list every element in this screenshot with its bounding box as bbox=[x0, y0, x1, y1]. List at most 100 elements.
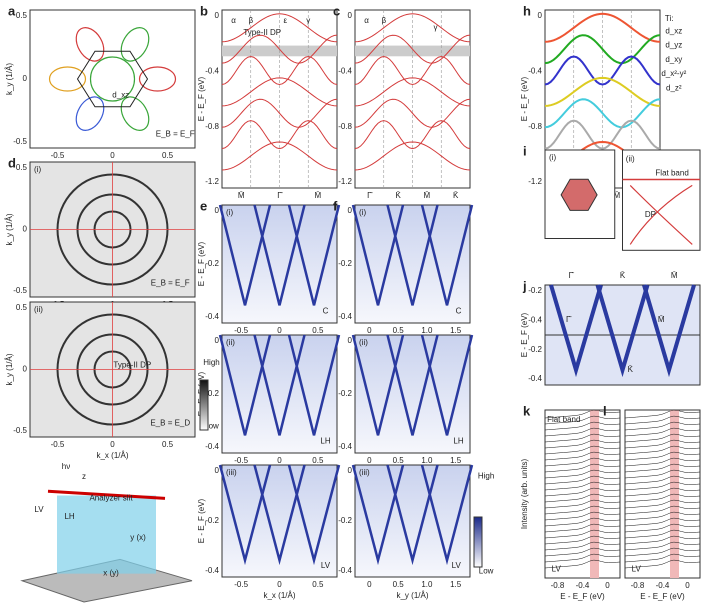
panel-letter: b bbox=[200, 3, 208, 18]
y-tick-label: 0 bbox=[215, 206, 220, 215]
x-tick-label: 1.5 bbox=[450, 456, 462, 465]
y-tick-label: 0 bbox=[348, 336, 353, 345]
x-axis-label: k_x (1/Å) bbox=[96, 451, 128, 460]
x-tick-label: -0.5 bbox=[51, 151, 65, 160]
y-tick-label: -0.2 bbox=[528, 286, 542, 295]
x-tick-label: 1.0 bbox=[421, 580, 433, 589]
annotation: y (x) bbox=[130, 533, 146, 542]
y-tick-label: 0 bbox=[23, 225, 28, 234]
panel-sublabel: (i) bbox=[359, 208, 366, 217]
y-axis-label: k_y (1/Å) bbox=[5, 213, 14, 245]
annotation: Flat band bbox=[547, 415, 580, 424]
panel-sublabel: (i) bbox=[549, 153, 556, 162]
y-tick-label: -1.2 bbox=[338, 177, 352, 186]
annotation: β bbox=[381, 16, 386, 25]
x-tick-label: M̄ bbox=[314, 191, 321, 200]
x-tick-label: 0 bbox=[685, 581, 690, 590]
x-axis-label: E - E_F (eV) bbox=[640, 592, 685, 601]
x-tick-label: 1.5 bbox=[450, 326, 462, 335]
x-tick-label: Γ̄ bbox=[277, 191, 283, 200]
panel-image bbox=[355, 10, 470, 188]
y-tick-label: -0.4 bbox=[528, 315, 542, 324]
annotation: z bbox=[82, 472, 86, 481]
x-tick-label: -0.5 bbox=[234, 580, 248, 589]
colorbar bbox=[474, 517, 482, 567]
y-tick-label: -0.4 bbox=[338, 566, 352, 575]
panel-image bbox=[220, 205, 339, 323]
annotation: d_xz bbox=[665, 26, 682, 35]
colorbar bbox=[200, 380, 208, 430]
panel-letter: f bbox=[333, 198, 338, 213]
annotation: LH bbox=[64, 512, 74, 521]
annotation: d_yz bbox=[665, 41, 682, 50]
x-tick-label: M̄ bbox=[238, 191, 245, 200]
panel-letter: j bbox=[522, 278, 527, 293]
x-tick-label: 0.5 bbox=[312, 456, 324, 465]
x-tick-label: 0 bbox=[605, 581, 610, 590]
annotation: High bbox=[203, 358, 219, 367]
annotation: γ bbox=[434, 23, 438, 32]
x-axis-label: k_y (1/Å) bbox=[396, 591, 428, 600]
y-tick-label: -0.2 bbox=[205, 516, 219, 525]
x-tick-label: 0 bbox=[367, 580, 372, 589]
x-tick-label: 0.5 bbox=[393, 580, 405, 589]
annotation: E_B = E_F bbox=[156, 129, 195, 138]
y-axis-label: k_y (1/Å) bbox=[5, 63, 14, 95]
y-tick-label: 0 bbox=[23, 365, 28, 374]
x-tick-label: K̄ bbox=[620, 271, 626, 280]
panel-image bbox=[545, 285, 700, 385]
y-tick-label: -0.5 bbox=[13, 137, 27, 146]
panel-sublabel: (ii) bbox=[226, 338, 235, 347]
y-axis-label: k_y (1/Å) bbox=[5, 353, 14, 385]
panel-image bbox=[545, 150, 700, 250]
y-tick-label: -0.4 bbox=[205, 566, 219, 575]
annotation: d_xz bbox=[112, 91, 129, 100]
x-tick-label: 0 bbox=[277, 456, 282, 465]
annotation: (ii) bbox=[626, 155, 635, 164]
x-tick-label: M̄ bbox=[671, 271, 678, 280]
panel-image bbox=[625, 410, 700, 578]
panel-letter: k bbox=[523, 403, 531, 418]
x-tick-label: 0 bbox=[277, 580, 282, 589]
panel-letter: e bbox=[200, 198, 207, 213]
annotation: K̄ bbox=[628, 365, 634, 374]
x-tick-label: M̄ bbox=[424, 191, 431, 200]
annotation: LV bbox=[34, 505, 44, 514]
y-tick-label: 0 bbox=[215, 11, 220, 20]
panel-letter: a bbox=[8, 3, 16, 18]
x-tick-label: -0.8 bbox=[551, 581, 565, 590]
panel-image bbox=[22, 491, 192, 602]
x-tick-label: 0.5 bbox=[312, 326, 324, 335]
y-tick-label: -0.2 bbox=[338, 516, 352, 525]
annotation: hν bbox=[62, 462, 70, 471]
x-tick-label: K̄ bbox=[453, 191, 459, 200]
x-tick-label: 0.5 bbox=[312, 580, 324, 589]
x-axis-label: k_x (1/Å) bbox=[263, 591, 295, 600]
y-tick-label: -0.4 bbox=[338, 312, 352, 321]
annotation: β bbox=[248, 16, 253, 25]
x-tick-label: Γ̄ bbox=[569, 271, 575, 280]
annotation: Analyzer slit bbox=[89, 493, 133, 502]
y-tick-label: 0 bbox=[215, 336, 220, 345]
y-axis-label: E - E_F (eV) bbox=[520, 312, 529, 357]
x-axis-label: E - E_F (eV) bbox=[560, 592, 605, 601]
y-tick-label: 0 bbox=[348, 466, 353, 475]
annotation: γ bbox=[306, 16, 310, 25]
y-tick-label: 0 bbox=[538, 11, 543, 20]
annotation: Flat band bbox=[655, 169, 688, 178]
x-tick-label: 0.5 bbox=[393, 456, 405, 465]
x-tick-label: 1.0 bbox=[421, 456, 433, 465]
y-tick-label: -1.2 bbox=[205, 177, 219, 186]
panel-letter: i bbox=[523, 143, 527, 158]
y-tick-label: -0.5 bbox=[13, 426, 27, 435]
y-tick-label: -0.4 bbox=[205, 442, 219, 451]
y-axis-label: E - E_F (eV) bbox=[197, 76, 206, 121]
annotation: Low bbox=[479, 567, 494, 576]
x-tick-label: -0.4 bbox=[656, 581, 670, 590]
y-tick-label: -0.2 bbox=[338, 259, 352, 268]
annotation: M̄ bbox=[658, 315, 665, 324]
x-tick-label: 0 bbox=[367, 326, 372, 335]
y-tick-label: 0 bbox=[215, 466, 220, 475]
annotation: LH bbox=[453, 436, 463, 445]
panel-sublabel: (iii) bbox=[226, 468, 237, 477]
